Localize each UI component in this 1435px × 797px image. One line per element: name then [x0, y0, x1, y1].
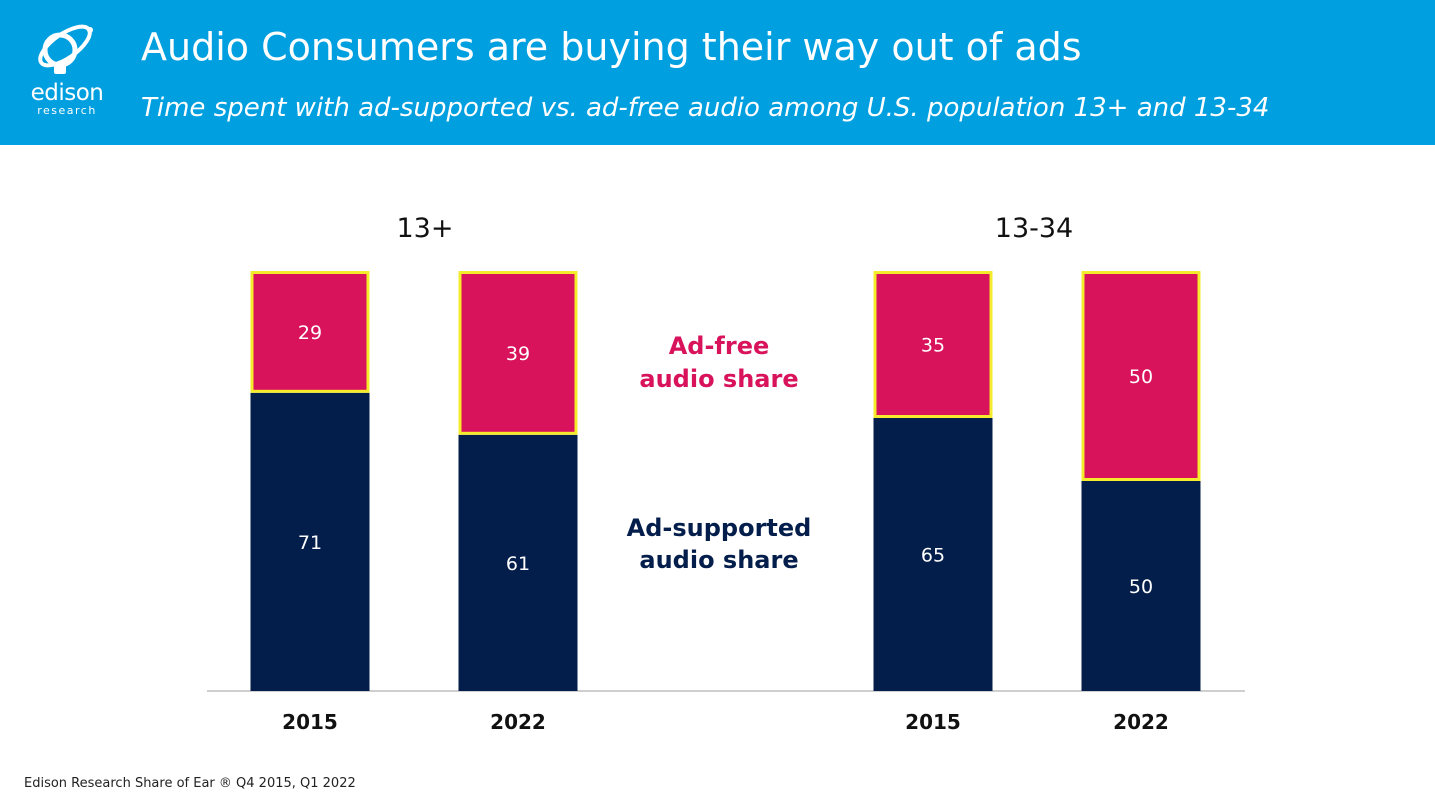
- legend-ad-free-line1: Ad-free: [669, 332, 770, 360]
- legend-ad-free-line2: audio share: [639, 365, 798, 393]
- bar-ad-supported: [458, 434, 578, 691]
- data-label-ad-supported: 71: [298, 532, 322, 554]
- logo-wordmark: edison: [30, 80, 104, 106]
- x-tick-label: 2015: [905, 710, 961, 734]
- bar-ad-supported: [873, 418, 993, 691]
- data-label-ad-free: 35: [921, 335, 945, 357]
- data-label-ad-supported: 50: [1129, 576, 1153, 598]
- bar-ad-free: [250, 271, 370, 393]
- bar-ad-supported: [250, 392, 370, 691]
- data-label-ad-free: 29: [298, 322, 322, 344]
- group-label: 13+: [397, 213, 454, 244]
- x-tick-label: 2022: [490, 710, 546, 734]
- lightbulb-logo-icon: [38, 24, 93, 74]
- page-title: Audio Consumers are buying their way out…: [141, 25, 1082, 69]
- data-label-ad-supported: 61: [506, 553, 530, 575]
- data-label-ad-free: 39: [506, 343, 530, 365]
- data-label-ad-supported: 65: [921, 545, 945, 567]
- bar-ad-supported: [1081, 481, 1201, 691]
- bar-ad-free: [1081, 271, 1201, 481]
- bar-ad-free: [458, 271, 578, 435]
- x-tick-label: 2015: [282, 710, 338, 734]
- legend-ad-supported-line2: audio share: [639, 546, 798, 574]
- logo-subtext: research: [37, 104, 97, 117]
- legend-ad-supported-line1: Ad-supported: [627, 514, 812, 542]
- group-label: 13-34: [995, 213, 1073, 244]
- edison-research-logo: edison research: [22, 24, 112, 124]
- bar-ad-free: [873, 271, 993, 418]
- source-footnote: Edison Research Share of Ear ® Q4 2015, …: [24, 776, 356, 791]
- x-tick-label: 2022: [1113, 710, 1169, 734]
- page-subtitle: Time spent with ad-supported vs. ad-free…: [141, 93, 1270, 123]
- header-banner: edison research Audio Consumers are buyi…: [0, 0, 1435, 145]
- data-label-ad-free: 50: [1129, 366, 1153, 388]
